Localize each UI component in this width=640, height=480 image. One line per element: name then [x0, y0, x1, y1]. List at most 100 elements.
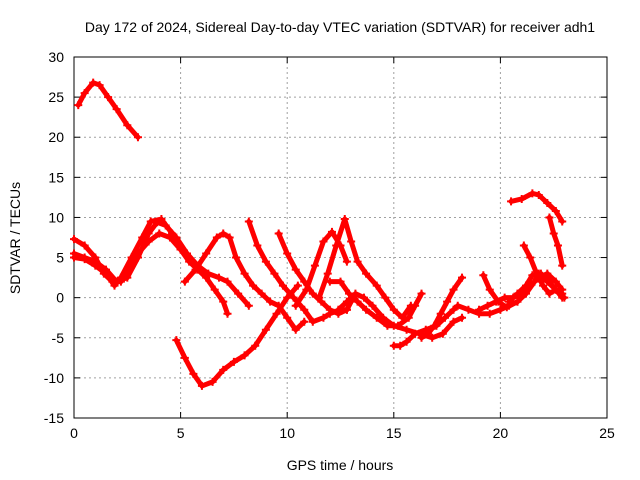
data-point	[300, 317, 309, 326]
y-tick-label: -10	[44, 370, 64, 386]
data-point	[485, 309, 494, 318]
series-trace	[173, 283, 301, 389]
data-point	[219, 297, 228, 306]
x-tick-label: 0	[70, 425, 78, 441]
data-point	[519, 241, 528, 250]
series-trace	[546, 214, 565, 269]
data-point	[214, 273, 223, 282]
data-point	[229, 357, 238, 366]
series-arc14	[417, 273, 467, 342]
y-tick-label: -5	[52, 330, 65, 346]
data-point	[475, 305, 484, 314]
data-point	[208, 377, 217, 386]
data-point	[342, 257, 351, 266]
data-point	[112, 105, 121, 114]
data-point	[423, 329, 432, 338]
y-tick-label: 20	[48, 129, 64, 145]
y-axis-label: SDTVAR / TECUs	[7, 182, 23, 294]
data-point	[80, 89, 89, 98]
data-point	[253, 241, 262, 250]
series-arc4	[70, 215, 185, 290]
data-point	[319, 313, 328, 322]
data-point	[532, 269, 541, 278]
data-point	[507, 197, 516, 206]
data-point	[157, 215, 166, 224]
data-point	[440, 313, 449, 322]
data-point	[168, 229, 177, 238]
data-point	[219, 229, 228, 238]
y-tick-label: -15	[44, 410, 64, 426]
data-point	[272, 309, 281, 318]
data-point	[453, 301, 462, 310]
series-arc9	[315, 215, 415, 322]
data-point	[293, 281, 302, 290]
data-point	[138, 233, 147, 242]
data-point	[308, 289, 317, 298]
data-point	[436, 309, 445, 318]
data-point	[334, 305, 343, 314]
data-point	[479, 271, 488, 280]
data-point	[351, 289, 360, 298]
data-point	[534, 190, 543, 199]
data-point	[182, 249, 191, 258]
data-point	[551, 207, 560, 216]
y-tick-label: 30	[48, 49, 64, 65]
data-point	[95, 81, 104, 90]
data-point	[368, 301, 377, 310]
data-point	[270, 269, 279, 278]
data-point	[340, 215, 349, 224]
data-point	[517, 194, 526, 203]
data-point	[127, 253, 136, 262]
data-point	[189, 369, 198, 378]
data-point	[176, 245, 185, 254]
data-point	[266, 297, 275, 306]
series-trace	[75, 80, 141, 140]
data-point	[411, 329, 420, 338]
data-point	[379, 313, 388, 322]
data-point	[389, 321, 398, 330]
data-point	[428, 333, 437, 342]
x-tick-label: 15	[386, 425, 402, 441]
data-point	[458, 273, 467, 282]
data-point	[325, 305, 334, 314]
data-point	[545, 289, 554, 298]
y-tick-label: 25	[48, 89, 64, 105]
data-point	[458, 313, 467, 322]
data-point	[180, 277, 189, 286]
data-point	[549, 229, 558, 238]
x-axis-label: GPS time / hours	[287, 457, 394, 473]
data-point	[310, 261, 319, 270]
data-point	[513, 289, 522, 298]
data-point	[521, 281, 530, 290]
data-point	[257, 289, 266, 298]
data-point	[336, 241, 345, 250]
x-tick-label: 25	[599, 425, 615, 441]
y-tick-label: 10	[48, 209, 64, 225]
data-point	[485, 285, 494, 294]
data-point	[244, 217, 253, 226]
data-point	[449, 317, 458, 326]
data-series	[70, 78, 569, 390]
data-point	[172, 336, 181, 345]
data-point	[389, 305, 398, 314]
data-point	[70, 253, 78, 262]
data-point	[210, 285, 219, 294]
chart-title: Day 172 of 2024, Sidereal Day-to-day VTE…	[85, 19, 595, 35]
data-point	[225, 233, 234, 242]
data-point	[261, 257, 270, 266]
data-point	[492, 297, 501, 306]
data-point	[274, 301, 283, 310]
data-point	[323, 269, 332, 278]
data-point	[402, 337, 411, 346]
y-tick-label: 15	[48, 169, 64, 185]
data-point	[402, 325, 411, 334]
data-point	[353, 257, 362, 266]
y-tick-label: 5	[56, 250, 64, 266]
data-point	[116, 273, 125, 282]
data-point	[291, 265, 300, 274]
data-point	[396, 341, 405, 350]
series-arc19	[507, 189, 567, 226]
series-trace	[316, 216, 414, 321]
data-point	[362, 269, 371, 278]
